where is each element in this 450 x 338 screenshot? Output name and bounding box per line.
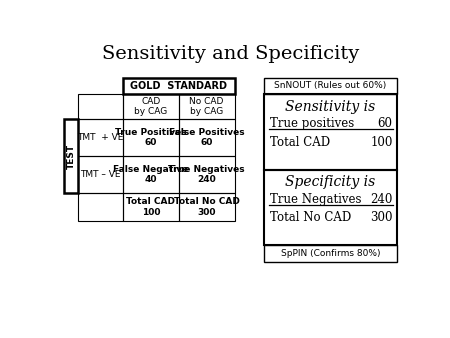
- Text: True positives: True positives: [270, 117, 355, 130]
- Bar: [179, 193, 234, 221]
- Bar: [78, 193, 123, 221]
- Text: Total CAD
100: Total CAD 100: [126, 197, 176, 217]
- Text: GOLD  STANDARD: GOLD STANDARD: [130, 81, 227, 91]
- Bar: [179, 94, 234, 119]
- Text: SnNOUT (Rules out 60%): SnNOUT (Rules out 60%): [274, 81, 387, 91]
- Bar: [123, 156, 179, 193]
- Text: Total No CAD: Total No CAD: [270, 211, 351, 224]
- Bar: [264, 77, 397, 94]
- Bar: [123, 94, 179, 119]
- Text: Sensitivity and Specificity: Sensitivity and Specificity: [102, 45, 359, 64]
- Text: SpPIN (Confirms 80%): SpPIN (Confirms 80%): [281, 249, 380, 258]
- Bar: [78, 119, 123, 156]
- Text: 240: 240: [370, 193, 392, 206]
- Bar: [78, 94, 123, 119]
- Text: Total CAD: Total CAD: [270, 136, 330, 149]
- Bar: [264, 245, 397, 262]
- Bar: [179, 119, 234, 156]
- Text: False Negative
40: False Negative 40: [113, 165, 189, 184]
- Text: True Positives
60: True Positives 60: [115, 128, 187, 147]
- Text: Sensitivity is: Sensitivity is: [285, 100, 376, 114]
- Bar: [123, 193, 179, 221]
- Text: TMT  + VE: TMT + VE: [77, 133, 124, 142]
- Bar: [64, 119, 78, 193]
- Text: TEST: TEST: [67, 144, 76, 169]
- Text: 300: 300: [370, 211, 392, 224]
- Text: TMT – VE: TMT – VE: [80, 170, 121, 179]
- Bar: [264, 94, 397, 170]
- Bar: [179, 156, 234, 193]
- Bar: [78, 156, 123, 193]
- Text: CAD
by CAG: CAD by CAG: [134, 97, 167, 117]
- Text: 60: 60: [378, 117, 392, 130]
- Text: Total No CAD
300: Total No CAD 300: [174, 197, 239, 217]
- Text: 100: 100: [370, 136, 392, 149]
- Bar: [123, 119, 179, 156]
- Bar: [264, 170, 397, 245]
- Text: True Negatives: True Negatives: [270, 193, 362, 206]
- Text: False Positives
60: False Positives 60: [169, 128, 244, 147]
- Text: Specificity is: Specificity is: [285, 175, 376, 189]
- Text: No CAD
by CAG: No CAD by CAG: [189, 97, 224, 117]
- Text: True Negatives
240: True Negatives 240: [168, 165, 245, 184]
- Bar: [123, 77, 234, 94]
